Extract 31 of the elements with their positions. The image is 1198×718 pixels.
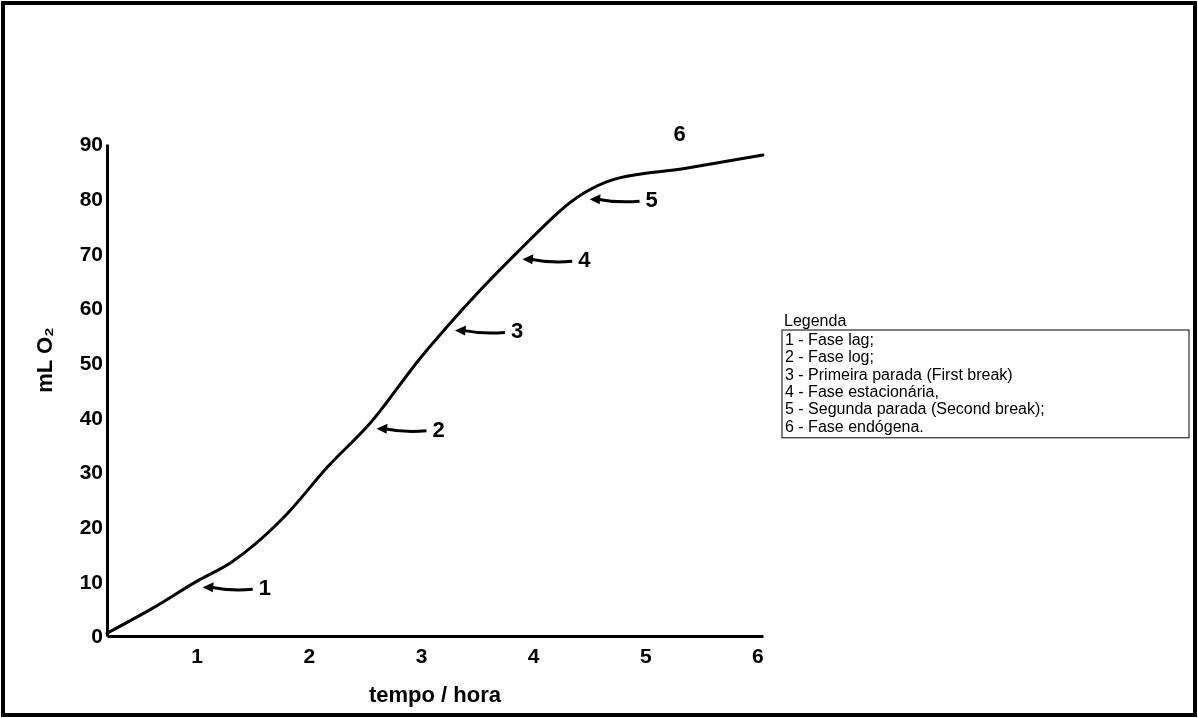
x-tick-label: 6 — [752, 643, 764, 667]
x-tick-label: 3 — [415, 643, 428, 667]
annotation: 5 — [645, 187, 658, 213]
y-tick-label: 70 — [79, 241, 103, 265]
x-tick-label: 1 — [191, 643, 204, 667]
text: 4 - Fase estacionária, — [785, 382, 939, 400]
y-tick-label: 20 — [79, 514, 103, 538]
text: 6 - Fase endógena. — [785, 417, 924, 435]
text: 3 - Primeira parada (First break) — [785, 365, 1013, 383]
x-tick-label: 2 — [303, 643, 316, 667]
y-tick-label: 80 — [79, 186, 103, 210]
annotation: 4 — [578, 247, 592, 273]
y-tick-label: 30 — [79, 460, 103, 484]
y-tick-label: 10 — [79, 569, 103, 593]
y-tick-label: 0 — [91, 624, 103, 648]
annotation: 1 — [258, 575, 271, 601]
y-tick-label: 90 — [79, 132, 103, 156]
annotation: 2 — [432, 416, 445, 442]
text: 1 - Fase lag; — [785, 331, 874, 348]
x-axis-title: tempo / hora — [368, 682, 502, 707]
x-tick-label: 4 — [527, 643, 540, 667]
annotation: 6 — [673, 120, 686, 146]
y-tick-label: 40 — [79, 405, 103, 429]
y-tick-label: 50 — [79, 350, 103, 374]
annotation: 3 — [511, 318, 524, 344]
y-axis-title: mL O₂ — [32, 327, 57, 393]
text: 2 - Fase log; — [785, 348, 874, 366]
text: Legenda — [784, 312, 847, 329]
x-tick-label: 5 — [639, 643, 652, 667]
text: 5 - Segunda parada (Second break); — [785, 400, 1045, 418]
y-tick-label: 60 — [79, 296, 103, 320]
